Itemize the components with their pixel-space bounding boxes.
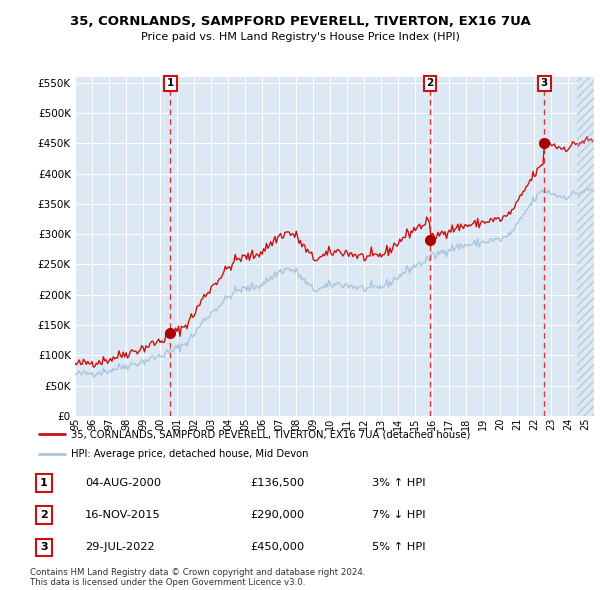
- Text: Contains HM Land Registry data © Crown copyright and database right 2024.
This d: Contains HM Land Registry data © Crown c…: [30, 568, 365, 587]
- Text: 2: 2: [427, 78, 434, 88]
- Text: 29-JUL-2022: 29-JUL-2022: [85, 542, 155, 552]
- Text: 3: 3: [40, 542, 47, 552]
- Text: 35, CORNLANDS, SAMPFORD PEVERELL, TIVERTON, EX16 7UA: 35, CORNLANDS, SAMPFORD PEVERELL, TIVERT…: [70, 15, 530, 28]
- Text: 2: 2: [40, 510, 47, 520]
- Text: 7% ↓ HPI: 7% ↓ HPI: [372, 510, 426, 520]
- Text: 3: 3: [541, 78, 548, 88]
- Text: HPI: Average price, detached house, Mid Devon: HPI: Average price, detached house, Mid …: [71, 450, 309, 460]
- Text: 1: 1: [40, 478, 47, 489]
- Text: £290,000: £290,000: [251, 510, 305, 520]
- Text: £136,500: £136,500: [251, 478, 305, 489]
- Text: 1: 1: [167, 78, 174, 88]
- Text: 3% ↑ HPI: 3% ↑ HPI: [372, 478, 426, 489]
- Text: Price paid vs. HM Land Registry's House Price Index (HPI): Price paid vs. HM Land Registry's House …: [140, 32, 460, 42]
- Text: 5% ↑ HPI: 5% ↑ HPI: [372, 542, 426, 552]
- Text: £450,000: £450,000: [251, 542, 305, 552]
- Text: 16-NOV-2015: 16-NOV-2015: [85, 510, 161, 520]
- Text: 35, CORNLANDS, SAMPFORD PEVERELL, TIVERTON, EX16 7UA (detached house): 35, CORNLANDS, SAMPFORD PEVERELL, TIVERT…: [71, 430, 471, 440]
- Text: 04-AUG-2000: 04-AUG-2000: [85, 478, 161, 489]
